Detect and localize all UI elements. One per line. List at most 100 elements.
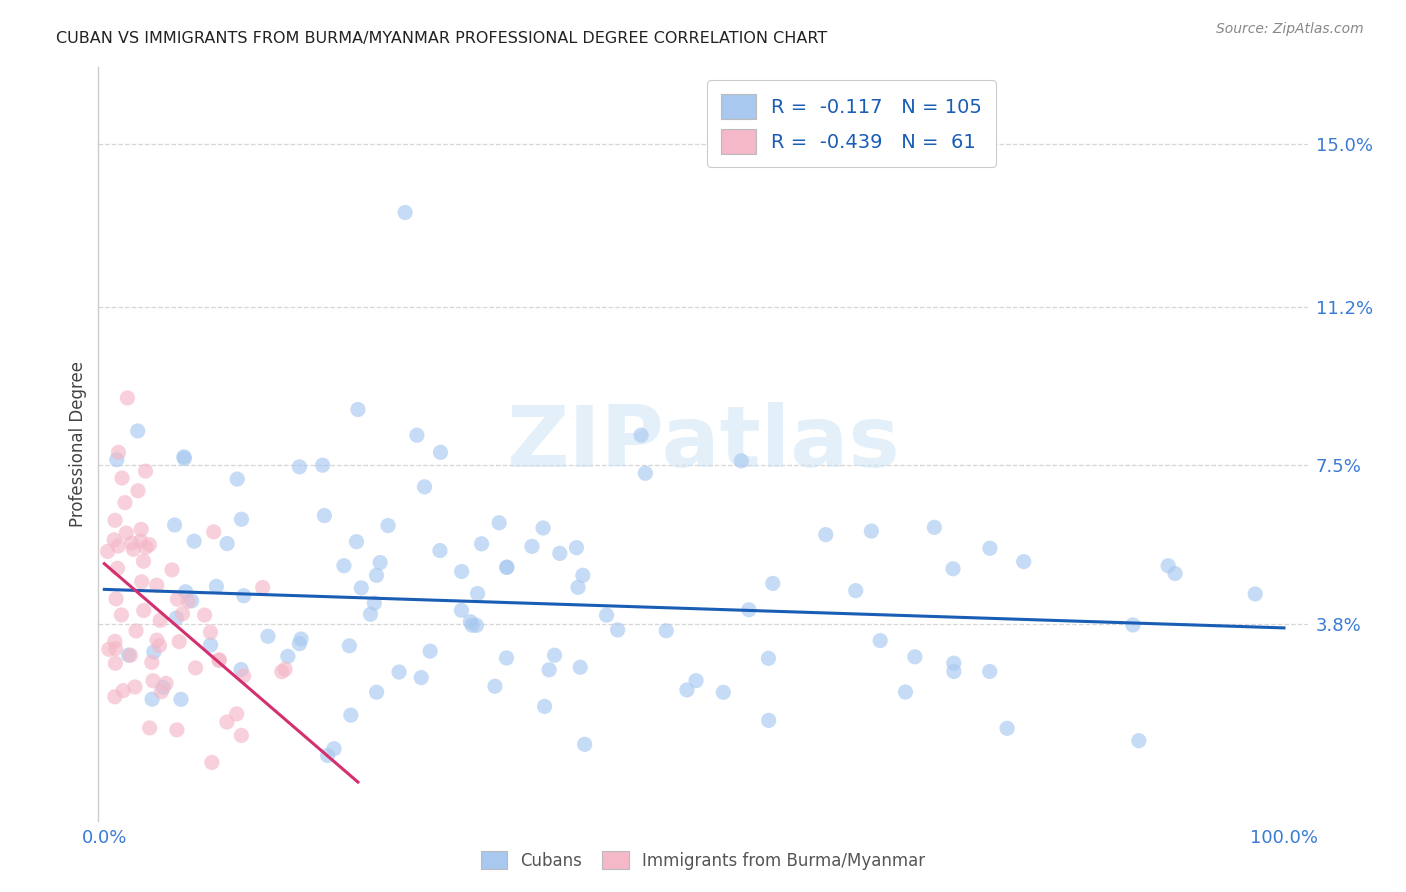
Point	[572, 568, 595, 582]
Point	[388, 665, 411, 679]
Point	[495, 560, 517, 574]
Point	[117, 648, 139, 662]
Point	[333, 558, 356, 573]
Point	[1128, 733, 1150, 747]
Point	[368, 556, 391, 570]
Point	[231, 512, 253, 526]
Point	[115, 526, 138, 541]
Point	[167, 634, 190, 648]
Point	[270, 665, 292, 679]
Point	[533, 699, 555, 714]
Point	[148, 639, 170, 653]
Point	[676, 682, 699, 697]
Point	[277, 649, 299, 664]
Point	[229, 663, 252, 677]
Point	[471, 537, 494, 551]
Point	[202, 524, 225, 539]
Point	[1122, 618, 1144, 632]
Point	[135, 541, 157, 555]
Point	[738, 603, 761, 617]
Point	[465, 618, 488, 632]
Point	[208, 653, 231, 667]
Legend: R =  -0.117   N = 105, R =  -0.439   N =  61: R = -0.117 N = 105, R = -0.439 N = 61	[707, 80, 995, 168]
Point	[172, 607, 194, 621]
Point	[567, 580, 589, 594]
Point	[366, 568, 388, 582]
Point	[942, 665, 965, 679]
Point	[105, 452, 128, 467]
Point	[111, 471, 134, 485]
Point	[201, 756, 224, 770]
Point	[107, 539, 129, 553]
Point	[165, 611, 187, 625]
Legend: Cubans, Immigrants from Burma/Myanmar: Cubans, Immigrants from Burma/Myanmar	[474, 845, 932, 877]
Point	[166, 723, 188, 737]
Point	[125, 624, 148, 638]
Point	[730, 454, 752, 468]
Point	[495, 560, 517, 574]
Point	[531, 521, 554, 535]
Point	[104, 690, 127, 704]
Point	[942, 656, 965, 670]
Point	[124, 680, 146, 694]
Point	[942, 562, 965, 576]
Point	[103, 533, 125, 547]
Point	[226, 472, 249, 486]
Point	[860, 524, 883, 538]
Point	[232, 669, 254, 683]
Point	[97, 544, 120, 558]
Point	[225, 706, 247, 721]
Point	[138, 721, 160, 735]
Y-axis label: Professional Degree: Professional Degree	[69, 360, 87, 527]
Point	[634, 467, 657, 481]
Point	[520, 540, 543, 554]
Point	[1164, 566, 1187, 581]
Point	[104, 641, 127, 656]
Point	[314, 508, 336, 523]
Point	[461, 618, 484, 632]
Point	[450, 565, 472, 579]
Point	[363, 596, 385, 610]
Point	[565, 541, 588, 555]
Point	[105, 591, 128, 606]
Point	[347, 402, 370, 417]
Point	[346, 534, 368, 549]
Point	[114, 496, 136, 510]
Point	[548, 546, 571, 560]
Point	[215, 714, 238, 729]
Point	[231, 728, 253, 742]
Point	[200, 638, 222, 652]
Point	[323, 741, 346, 756]
Point	[1012, 555, 1035, 569]
Point	[129, 522, 152, 536]
Point	[350, 581, 373, 595]
Point	[170, 692, 193, 706]
Point	[134, 464, 156, 478]
Point	[316, 748, 339, 763]
Point	[257, 629, 280, 643]
Point	[110, 607, 132, 622]
Text: CUBAN VS IMMIGRANTS FROM BURMA/MYANMAR PROFESSIONAL DEGREE CORRELATION CHART: CUBAN VS IMMIGRANTS FROM BURMA/MYANMAR P…	[56, 31, 828, 46]
Point	[155, 676, 177, 690]
Point	[762, 576, 785, 591]
Point	[574, 737, 596, 751]
Point	[107, 445, 129, 459]
Point	[406, 428, 429, 442]
Point	[252, 581, 274, 595]
Point	[142, 645, 165, 659]
Point	[217, 536, 239, 550]
Point	[429, 543, 451, 558]
Point	[460, 615, 482, 629]
Point	[121, 536, 143, 550]
Point	[149, 613, 172, 627]
Point	[180, 594, 202, 608]
Point	[979, 541, 1001, 556]
Point	[145, 578, 167, 592]
Point	[200, 625, 222, 640]
Point	[290, 632, 312, 646]
Point	[152, 681, 174, 695]
Point	[107, 561, 129, 575]
Point	[630, 428, 652, 442]
Point	[117, 391, 139, 405]
Point	[166, 592, 188, 607]
